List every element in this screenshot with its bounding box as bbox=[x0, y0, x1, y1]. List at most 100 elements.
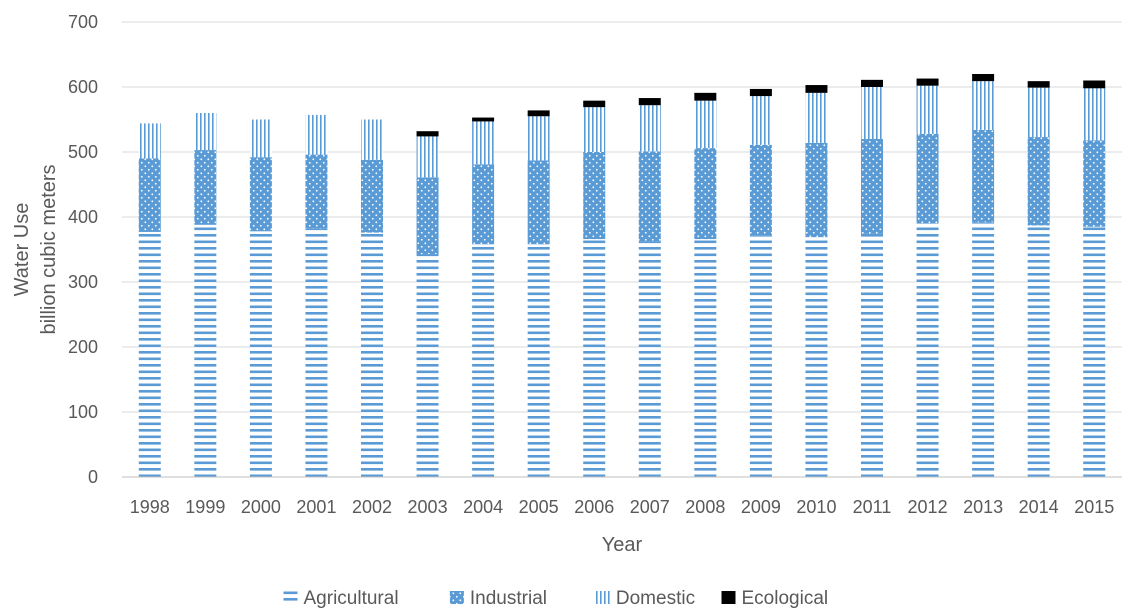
bar-agricultural-2010 bbox=[805, 237, 828, 477]
bar-domestic-1999 bbox=[194, 113, 217, 151]
x-tick-label: 2015 bbox=[1074, 497, 1114, 517]
bar-industrial-2002 bbox=[361, 159, 383, 233]
legend-item-domestic: Domestic bbox=[595, 588, 695, 609]
bar-domestic-2011 bbox=[861, 87, 883, 139]
bar-agricultural-2011 bbox=[861, 233, 883, 477]
bar-agricultural-2005 bbox=[527, 244, 550, 477]
bar-industrial-2012 bbox=[916, 133, 939, 224]
bar-industrial-2013 bbox=[972, 129, 995, 223]
bar-agricultural-2014 bbox=[1027, 225, 1050, 477]
bar-ecological-2014 bbox=[1027, 81, 1050, 88]
y-tick-label: 0 bbox=[88, 467, 98, 487]
legend-item-industrial: Industrial bbox=[449, 588, 547, 609]
bar-industrial-2005 bbox=[527, 160, 550, 245]
bar-agricultural-2009 bbox=[749, 235, 772, 477]
x-tick-label: 2004 bbox=[463, 497, 503, 517]
bar-industrial-2007 bbox=[638, 151, 661, 242]
bar-industrial-1999 bbox=[194, 150, 217, 225]
y-axis-title-line-2: billion cubic meters bbox=[38, 164, 60, 334]
x-tick-label: 2002 bbox=[352, 497, 392, 517]
legend-item-agricultural: Agricultural bbox=[283, 588, 399, 609]
bar-domestic-1998 bbox=[138, 123, 161, 159]
bar-industrial-1998 bbox=[138, 158, 161, 232]
bar-industrial-2006 bbox=[583, 152, 606, 240]
bar-industrial-2001 bbox=[305, 154, 328, 229]
x-tick-label: 2011 bbox=[853, 497, 892, 517]
y-axis-title: Water Use billion cubic meters bbox=[11, 164, 60, 334]
bar-industrial-2009 bbox=[749, 144, 772, 236]
bar-industrial-2015 bbox=[1083, 140, 1106, 227]
y-tick-label: 500 bbox=[68, 142, 98, 162]
bar-ecological-2004 bbox=[472, 117, 495, 122]
x-tick-label: 2012 bbox=[908, 497, 948, 517]
bar-ecological-2008 bbox=[694, 92, 717, 101]
bar-agricultural-1998 bbox=[138, 231, 161, 477]
x-tick-label: 2008 bbox=[685, 497, 725, 517]
x-axis-tick-labels: 1998 1999 2000 2001 2002 2003 2004 2005 2006 2007… bbox=[130, 497, 1114, 517]
y-axis-tick-labels: 0 100 200 300 400 500 600 700 bbox=[68, 12, 98, 487]
legend-swatch-industrial bbox=[449, 591, 464, 604]
bar-industrial-2003 bbox=[416, 177, 439, 255]
gridlines bbox=[122, 21, 1122, 413]
bar-ecological-2009 bbox=[749, 88, 772, 97]
bar-domestic-2004 bbox=[472, 121, 495, 165]
x-tick-label: 2010 bbox=[796, 497, 836, 517]
x-tick-label: 2000 bbox=[241, 497, 281, 517]
bar-domestic-2012 bbox=[916, 85, 939, 134]
bar-industrial-2010 bbox=[805, 142, 828, 238]
bar-ecological-2015 bbox=[1083, 80, 1106, 89]
x-tick-label: 2001 bbox=[296, 497, 336, 517]
x-tick-label: 2006 bbox=[574, 497, 614, 517]
legend-label: Industrial bbox=[470, 588, 547, 609]
bar-ecological-2013 bbox=[972, 74, 995, 82]
bar-domestic-2015 bbox=[1083, 88, 1106, 141]
bar-ecological-2010 bbox=[805, 85, 828, 93]
bar-domestic-2009 bbox=[749, 96, 772, 145]
legend: Agricultural Industrial Domestic Ecological bbox=[283, 588, 829, 609]
x-tick-label: 1999 bbox=[185, 497, 225, 517]
y-tick-label: 300 bbox=[68, 272, 98, 292]
y-tick-label: 100 bbox=[68, 402, 98, 422]
bar-agricultural-2012 bbox=[916, 223, 939, 477]
bar-industrial-2014 bbox=[1027, 137, 1050, 226]
bar-industrial-2004 bbox=[472, 164, 495, 245]
bar-domestic-2001 bbox=[305, 114, 328, 155]
x-tick-label: 2005 bbox=[519, 497, 559, 517]
bar-agricultural-2008 bbox=[694, 239, 717, 477]
bar-domestic-2000 bbox=[249, 119, 272, 158]
bar-industrial-2011 bbox=[861, 139, 883, 234]
legend-swatch-agricultural bbox=[283, 591, 298, 604]
legend-swatch-ecological bbox=[721, 591, 736, 604]
legend-label: Domestic bbox=[616, 588, 695, 609]
bar-ecological-2006 bbox=[583, 100, 606, 108]
bar-agricultural-2015 bbox=[1083, 226, 1106, 477]
x-tick-label: 2007 bbox=[630, 497, 670, 517]
y-tick-label: 600 bbox=[68, 77, 98, 97]
bar-ecological-2012 bbox=[916, 78, 939, 86]
bar-domestic-2010 bbox=[805, 92, 828, 143]
bar-ecological-2003 bbox=[416, 131, 439, 137]
bar-domestic-2008 bbox=[694, 100, 717, 149]
bar-agricultural-2006 bbox=[583, 239, 606, 477]
bar-ecological-2011 bbox=[861, 79, 883, 87]
bar-domestic-2006 bbox=[583, 107, 606, 152]
bar-agricultural-2013 bbox=[972, 222, 995, 477]
bar-domestic-2003 bbox=[416, 136, 439, 178]
bar-domestic-2002 bbox=[361, 119, 383, 160]
legend-label: Ecological bbox=[742, 588, 829, 609]
y-tick-label: 700 bbox=[68, 12, 98, 32]
bar-industrial-2000 bbox=[249, 157, 272, 232]
legend-swatch-domestic bbox=[595, 591, 610, 604]
bar-domestic-2005 bbox=[527, 116, 550, 161]
x-tick-label: 1998 bbox=[130, 497, 170, 517]
x-tick-label: 2014 bbox=[1019, 497, 1059, 517]
x-tick-label: 2009 bbox=[741, 497, 781, 517]
bar-agricultural-1999 bbox=[194, 224, 217, 477]
bar-domestic-2007 bbox=[638, 105, 661, 152]
legend-label: Agricultural bbox=[304, 588, 399, 609]
y-tick-label: 400 bbox=[68, 207, 98, 227]
bar-agricultural-2001 bbox=[305, 228, 328, 477]
y-tick-label: 200 bbox=[68, 337, 98, 357]
bar-agricultural-2000 bbox=[249, 231, 272, 477]
